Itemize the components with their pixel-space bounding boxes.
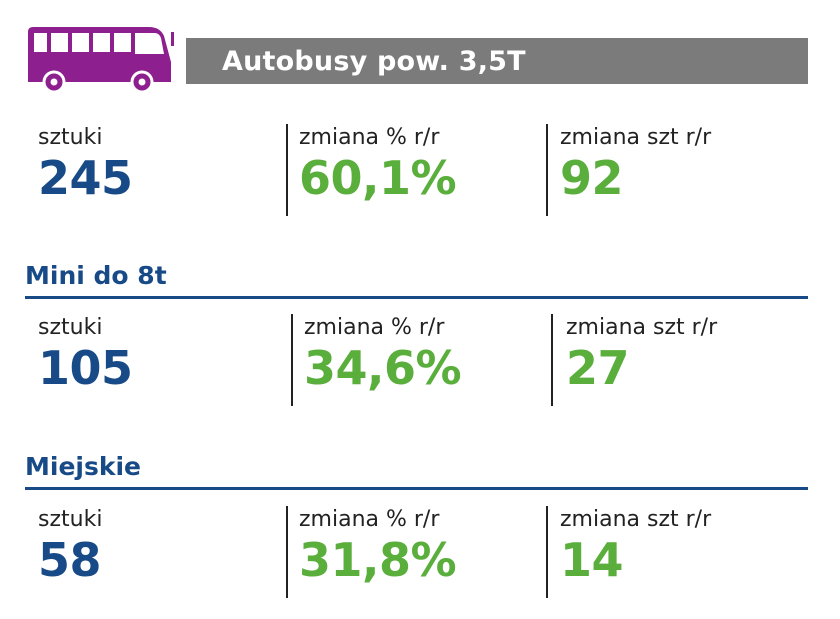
- units-change-label: zmiana szt r/r: [560, 125, 712, 150]
- units-value: 105: [38, 341, 133, 395]
- units-change-stat: zmiana szt r/r 92: [560, 124, 711, 204]
- divider: [286, 124, 288, 216]
- divider: [546, 506, 548, 598]
- divider: [286, 506, 288, 598]
- section-title-city: Miejskie: [25, 452, 142, 481]
- section-rule: [25, 487, 808, 490]
- pct-change-label: zmiana % r/r: [299, 507, 440, 532]
- units-value: 58: [38, 533, 102, 587]
- units-change-stat: zmiana szt r/r 14: [560, 506, 711, 586]
- units-change-label: zmiana szt r/r: [566, 315, 718, 340]
- units-value: 245: [38, 151, 133, 205]
- units-stat: sztuki 58: [38, 506, 102, 586]
- section-rule: [25, 296, 808, 299]
- units-change-label: zmiana szt r/r: [560, 507, 712, 532]
- pct-change-stat: zmiana % r/r 34,6%: [304, 314, 462, 395]
- mini-stats: sztuki 105 zmiana % r/r 34,6% zmiana szt…: [0, 314, 840, 406]
- pct-change-value: 34,6%: [304, 341, 462, 395]
- pct-change-label: zmiana % r/r: [304, 315, 445, 340]
- divider: [291, 314, 293, 406]
- header-banner: Autobusy pow. 3,5T: [186, 38, 808, 84]
- units-stat: sztuki 105: [38, 314, 133, 394]
- bus-icon: [28, 27, 174, 92]
- section-title-mini: Mini do 8t: [25, 261, 167, 290]
- city-stats: sztuki 58 zmiana % r/r 31,8% zmiana szt …: [0, 506, 840, 598]
- pct-change-value: 31,8%: [299, 533, 457, 587]
- units-change-value: 92: [560, 151, 624, 205]
- units-change-value: 27: [566, 341, 630, 395]
- pct-change-stat: zmiana % r/r 60,1%: [299, 124, 457, 205]
- units-label: sztuki: [38, 315, 103, 340]
- summary-stats: sztuki 245 zmiana % r/r 60,1% zmiana szt…: [0, 124, 840, 216]
- units-stat: sztuki 245: [38, 124, 133, 204]
- page-title: Autobusy pow. 3,5T: [222, 45, 526, 77]
- units-label: sztuki: [38, 125, 103, 150]
- pct-change-stat: zmiana % r/r 31,8%: [299, 506, 457, 587]
- divider: [546, 124, 548, 216]
- units-change-value: 14: [560, 533, 624, 587]
- pct-change-value: 60,1%: [299, 151, 457, 205]
- units-change-stat: zmiana szt r/r 27: [566, 314, 717, 394]
- divider: [551, 314, 553, 406]
- units-label: sztuki: [38, 507, 103, 532]
- pct-change-label: zmiana % r/r: [299, 125, 440, 150]
